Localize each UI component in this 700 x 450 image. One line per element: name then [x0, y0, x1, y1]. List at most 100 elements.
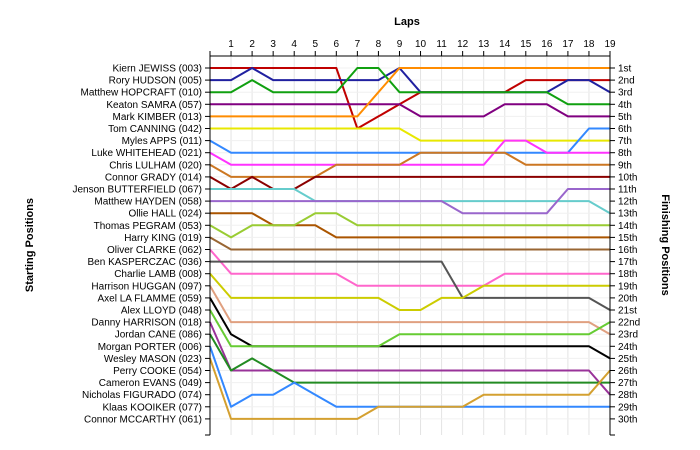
starting-driver-label: Luke WHITEHEAD (021): [91, 148, 202, 159]
finishing-position-label: 6th: [618, 124, 632, 135]
lap-tick-label: 18: [583, 39, 595, 50]
driver-position-line: [209, 151, 610, 178]
starting-driver-label: Alex LLOYD (048): [121, 306, 202, 317]
starting-driver-label: Jordan CANE (086): [115, 330, 202, 341]
driver-position-line: [210, 260, 611, 311]
starting-driver-label: Oliver CLARKE (062): [107, 245, 202, 256]
finishing-position-label: 14th: [618, 221, 637, 232]
lap-tick-label: 16: [541, 39, 553, 50]
finishing-position-label: 17th: [618, 257, 637, 268]
lap-tick-label: 15: [520, 39, 532, 50]
driver-position-line: [209, 236, 610, 251]
finishing-position-label: 12th: [618, 197, 637, 208]
finishing-position-label: 21st: [618, 306, 637, 317]
finishing-position-label: 7th: [618, 136, 632, 147]
starting-driver-label: Rory HUDSON (005): [109, 76, 202, 87]
starting-driver-label: Nicholas FIGURADO (074): [82, 390, 202, 401]
left-axis-title: Starting Positions: [24, 198, 36, 292]
driver-position-line: [209, 273, 610, 311]
finishing-position-label: 2nd: [618, 76, 635, 87]
lap-tick-label: 6: [334, 39, 340, 50]
driver-position-line: [209, 333, 610, 384]
starting-driver-label: Jenson BUTTERFIELD (067): [73, 185, 203, 196]
driver-position-line: [210, 127, 610, 142]
finishing-position-label: 3rd: [618, 88, 632, 99]
finishing-position-label: 20th: [618, 293, 637, 304]
starting-driver-label: Connor MCCARTHY (061): [84, 414, 202, 425]
finishing-position-label: 9th: [618, 160, 632, 171]
lap-tick-label: 2: [249, 39, 255, 50]
driver-position-line: [209, 321, 611, 396]
starting-driver-label: Tom CANNING (042): [108, 124, 202, 135]
finishing-position-label: 28th: [618, 390, 637, 401]
driver-position-line: [209, 358, 611, 420]
driver-position-line: [210, 67, 610, 130]
starting-driver-label: Cameron EVANS (049): [99, 378, 202, 389]
starting-driver-label: Kiern JEWISS (003): [113, 64, 202, 75]
lap-tick-label: 19: [604, 39, 616, 50]
finishing-position-label: 10th: [618, 172, 637, 183]
lap-tick-label: 8: [376, 39, 382, 50]
starting-driver-label: Keaton SAMRA (057): [106, 100, 202, 111]
right-axis-title: Finishing Positions: [659, 194, 671, 295]
lap-tick-label: 3: [270, 39, 276, 50]
finishing-position-label: 8th: [618, 148, 632, 159]
driver-position-line: [209, 309, 611, 348]
driver-position-line: [209, 127, 610, 154]
lap-tick-label: 1: [228, 39, 234, 50]
lap-tick-label: 5: [312, 39, 318, 50]
starting-driver-label: Myles APPS (011): [122, 136, 202, 147]
finishing-position-label: 27th: [618, 378, 637, 389]
starting-driver-label: Wesley MASON (023): [104, 354, 202, 365]
starting-driver-label: Thomas PEGRAM (053): [94, 221, 202, 232]
finishing-position-label: 13th: [618, 209, 637, 220]
lap-tick-label: 13: [478, 39, 490, 50]
lap-tick-label: 9: [397, 39, 403, 50]
driver-position-line: [209, 139, 610, 166]
driver-position-line: [210, 103, 610, 118]
finishing-position-label: 15th: [618, 233, 637, 244]
starting-driver-label: Klaas KOOIKER (077): [103, 402, 202, 413]
axes: [205, 51, 615, 436]
starting-driver-label: Danny HARRISON (018): [91, 318, 202, 329]
starting-driver-label: Morgan PORTER (006): [98, 342, 202, 353]
finishing-position-label: 25th: [618, 354, 637, 365]
starting-driver-label: Ben KASPERCZAC (036): [88, 257, 203, 268]
finishing-position-label: 11th: [618, 185, 637, 196]
x-axis-title: Laps: [394, 16, 420, 28]
starting-driver-label: Charlie LAMB (008): [114, 269, 202, 280]
driver-position-line: [209, 285, 611, 336]
starting-driver-label: Ollie HALL (024): [128, 209, 202, 220]
starting-driver-label: Mark KIMBER (013): [113, 112, 202, 123]
lap-tick-label: 11: [436, 39, 447, 50]
finishing-position-label: 23rd: [618, 330, 638, 341]
finishing-position-label: 24th: [618, 342, 637, 353]
finishing-position-label: 5th: [618, 112, 632, 123]
starting-driver-label: Connor GRADY (014): [105, 172, 202, 183]
finishing-position-label: 1st: [618, 64, 632, 75]
driver-position-line: [210, 188, 610, 215]
lap-tick-label: 14: [499, 39, 511, 50]
lap-tick-label: 17: [562, 39, 574, 50]
finishing-position-label: 18th: [618, 269, 637, 280]
starting-driver-label: Axel LA FLAMME (059): [98, 293, 202, 304]
starting-driver-label: Harrison HUGGAN (097): [91, 281, 202, 292]
lap-tick-label: 4: [291, 39, 297, 50]
finishing-position-label: 22nd: [618, 318, 640, 329]
finishing-position-label: 30th: [618, 414, 637, 425]
driver-position-line: [210, 67, 610, 106]
driver-position-line: [209, 212, 610, 239]
driver-position-line: [209, 248, 610, 287]
finishing-position-label: 16th: [618, 245, 637, 256]
lap-tick-label: 10: [415, 39, 427, 50]
starting-driver-label: Perry COOKE (054): [113, 366, 202, 377]
starting-driver-label: Matthew HAYDEN (058): [94, 197, 202, 208]
lap-tick-label: 12: [457, 39, 469, 50]
finishing-position-label: 4th: [618, 100, 632, 111]
lap-tick-label: 7: [355, 39, 361, 50]
series-lines: [209, 67, 611, 420]
finishing-position-label: 19th: [618, 281, 637, 292]
finishing-position-label: 29th: [618, 402, 637, 413]
